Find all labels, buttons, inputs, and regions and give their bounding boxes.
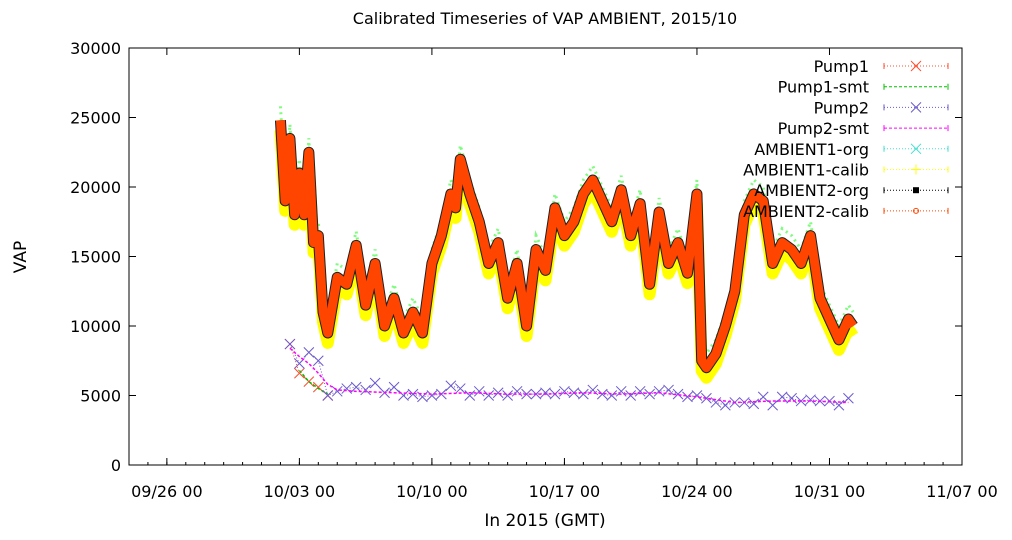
- data-point: [795, 395, 807, 407]
- legend-label: AMBIENT2-org: [754, 181, 869, 200]
- data-point: [691, 390, 703, 401]
- chart-title: Calibrated Timeseries of VAP AMBIENT, 20…: [353, 9, 737, 28]
- data-point: [312, 355, 324, 367]
- data-point: [596, 388, 608, 400]
- data-point: [644, 388, 655, 400]
- data-point: [331, 385, 343, 397]
- data-point: [710, 397, 722, 408]
- ambient2-calib-line: [275, 120, 857, 373]
- data-point: [341, 383, 353, 394]
- data-point: [322, 390, 334, 401]
- data-point: [426, 390, 438, 401]
- series-pump2-smt: [289, 347, 849, 404]
- data-point: [303, 376, 315, 387]
- x-tick-label: 10/17 00: [529, 482, 601, 501]
- x-tick-label: 11/07 00: [926, 482, 998, 501]
- data-point: [360, 384, 372, 396]
- legend-label: AMBIENT2-calib: [743, 202, 869, 221]
- data-point: [776, 391, 788, 403]
- legend-marker: [911, 164, 921, 175]
- x-tick-label: 10/03 00: [264, 482, 336, 501]
- y-tick-label: 10000: [70, 317, 121, 336]
- x-tick-label: 09/26 00: [131, 482, 203, 501]
- y-tick-label: 5000: [80, 387, 121, 406]
- ambient-band-layer: [274, 106, 859, 384]
- legend-label: AMBIENT1-org: [754, 140, 869, 159]
- plot-area: [128, 47, 963, 466]
- data-point: [701, 392, 712, 404]
- legend-label: Pump2-smt: [778, 119, 869, 138]
- y-axis: 0 5000 10000 15000 20000 25000 30000: [70, 39, 962, 475]
- legend-marker: [910, 102, 922, 113]
- series-line: [289, 347, 849, 404]
- series-pump2: [284, 338, 854, 411]
- x-tick-label: 10/10 00: [396, 482, 468, 501]
- data-point: [369, 377, 381, 389]
- legend-label: Pump1: [814, 57, 869, 76]
- data-point: [473, 385, 485, 397]
- data-point: [625, 390, 637, 401]
- y-axis-label: VAP: [11, 241, 31, 273]
- data-point: [492, 387, 504, 399]
- data-point: [672, 388, 684, 400]
- data-point: [559, 385, 570, 397]
- data-point: [303, 347, 315, 358]
- y-tick-label: 30000: [70, 39, 121, 58]
- y-tick-label: 0: [111, 456, 121, 475]
- legend-marker: [910, 143, 922, 155]
- x-tick-label: 10/31 00: [794, 482, 866, 501]
- data-point: [398, 390, 409, 401]
- data-point: [757, 391, 769, 403]
- data-point: [606, 390, 618, 401]
- series-layer: [284, 338, 854, 411]
- data-point: [294, 367, 305, 379]
- x-axis-label: In 2015 (GMT): [484, 511, 605, 531]
- legend-marker: [913, 187, 919, 194]
- data-point: [445, 380, 457, 392]
- legend-label: Pump1-smt: [778, 78, 869, 97]
- y-tick-label: 25000: [70, 109, 121, 128]
- legend-label: AMBIENT1-calib: [743, 161, 869, 180]
- data-point: [805, 394, 816, 406]
- data-point: [294, 358, 305, 369]
- y-tick-label: 15000: [70, 248, 121, 267]
- data-point: [748, 398, 760, 410]
- data-point: [284, 338, 296, 350]
- x-tick-label: 10/24 00: [661, 482, 733, 501]
- data-point: [350, 381, 362, 393]
- data-point: [454, 383, 466, 394]
- legend-marker: [913, 207, 919, 214]
- data-point: [502, 390, 513, 401]
- data-point: [634, 385, 646, 397]
- data-point: [682, 391, 693, 403]
- data-point: [578, 388, 589, 400]
- legend-label: Pump2: [814, 98, 869, 117]
- x-axis: 09/26 00 10/03 00 10/10 00 10/17 00 10/24 00…: [128, 48, 998, 501]
- data-point: [407, 388, 419, 400]
- y-tick-label: 20000: [70, 178, 121, 197]
- data-point: [388, 381, 400, 393]
- data-point: [483, 390, 495, 401]
- data-point: [653, 385, 665, 397]
- data-point: [540, 387, 551, 399]
- legend-marker: [910, 60, 922, 72]
